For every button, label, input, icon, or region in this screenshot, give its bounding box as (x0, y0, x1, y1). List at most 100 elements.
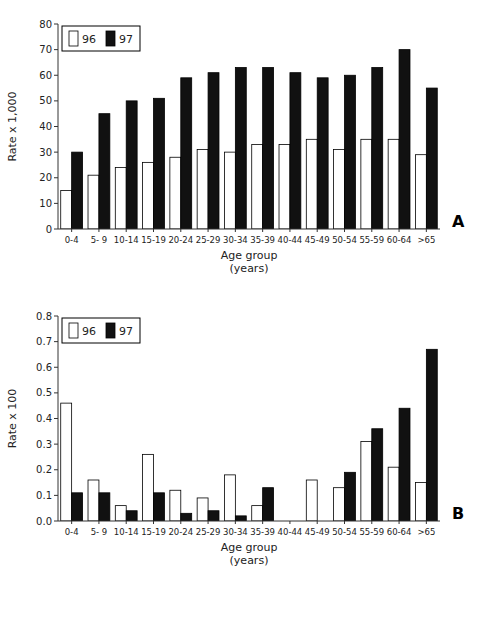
y-tick-label: 60 (39, 70, 52, 81)
bar (154, 98, 165, 229)
panel-label: A (452, 212, 465, 231)
y-tick (54, 229, 58, 230)
x-tick-label: 40-44 (278, 235, 303, 245)
y-tick (54, 177, 58, 178)
x-tick (344, 521, 345, 524)
x-tick-label: 0-4 (65, 235, 79, 245)
bar (170, 157, 181, 229)
bar (252, 144, 263, 229)
x-tick (153, 521, 154, 524)
panel: 0.00.10.20.30.40.50.60.70.80-45- 910-141… (6, 311, 464, 568)
y-tick-label: 0.0 (36, 516, 52, 527)
legend-label: 96 (82, 33, 96, 46)
x-tick (262, 229, 263, 232)
y-tick (54, 100, 58, 101)
bar (224, 152, 235, 229)
x-tick-label: 20-24 (168, 235, 193, 245)
y-tick (54, 203, 58, 204)
x-tick-label: >65 (417, 235, 435, 245)
legend-label: 96 (82, 325, 96, 338)
bar (252, 506, 263, 521)
x-tick-label: 5- 9 (91, 235, 108, 245)
y-tick-label: 0 (46, 224, 52, 235)
y-tick-label: 70 (39, 44, 52, 55)
y-tick (54, 126, 58, 127)
y-tick-label: 40 (39, 121, 52, 132)
x-axis-label-line: Age group (221, 541, 278, 554)
x-tick-label: 35-39 (250, 235, 275, 245)
x-tick (153, 229, 154, 232)
bar (317, 78, 328, 229)
y-tick (54, 495, 58, 496)
legend: 96 97 (62, 318, 140, 343)
x-tick (98, 229, 99, 232)
bar (143, 454, 154, 521)
x-tick-label: 25-29 (196, 235, 221, 245)
x-tick-label: 55-59 (359, 527, 384, 537)
legend: 96 97 (62, 26, 140, 51)
y-tick (54, 367, 58, 368)
y-tick-label: 50 (39, 95, 52, 106)
x-tick-label: 20-24 (168, 527, 193, 537)
bar (361, 139, 372, 229)
bar (61, 191, 72, 229)
x-tick (262, 521, 263, 524)
bar (88, 175, 99, 229)
bar (115, 506, 126, 521)
bar (99, 493, 110, 521)
bar (415, 155, 426, 229)
x-tick-label: 30-34 (223, 527, 248, 537)
bar (143, 162, 154, 229)
legend-label: 97 (119, 33, 133, 46)
bar (279, 144, 290, 229)
x-tick-label: 50-54 (332, 235, 357, 245)
legend-swatch (69, 31, 78, 46)
bar (388, 467, 399, 521)
x-tick (235, 521, 236, 524)
bar (426, 88, 437, 229)
x-tick-label: 60-64 (387, 235, 412, 245)
x-tick-label: 45-49 (305, 527, 330, 537)
x-axis-line (58, 521, 440, 522)
y-tick-label: 0.3 (36, 439, 52, 450)
x-tick (399, 521, 400, 524)
x-tick (235, 229, 236, 232)
bar (154, 493, 165, 521)
bar (290, 73, 301, 229)
x-tick-label: >65 (417, 527, 435, 537)
x-tick-label: 45-49 (305, 235, 330, 245)
x-axis-label-line: (years) (230, 554, 269, 567)
bar (372, 68, 383, 229)
x-tick-label: 10-14 (114, 527, 139, 537)
x-tick (426, 229, 427, 232)
bar (306, 139, 317, 229)
bar (235, 68, 246, 229)
bar (388, 139, 399, 229)
bar (181, 78, 192, 229)
bars (61, 349, 438, 521)
x-tick (317, 229, 318, 232)
x-axis-label-line: Age group (221, 249, 278, 262)
y-tick-label: 30 (39, 147, 52, 158)
legend-frame (62, 318, 140, 343)
figure: 010203040506070800-45- 910-1415-1920-242… (0, 0, 479, 621)
x-tick (71, 229, 72, 232)
bar (72, 152, 83, 229)
y-tick-label: 0.7 (36, 336, 52, 347)
x-tick (371, 229, 372, 232)
bar (306, 480, 317, 521)
legend-swatch (106, 323, 115, 338)
x-tick-label: 15-19 (141, 235, 166, 245)
y-tick (54, 152, 58, 153)
panel-label: B (452, 504, 464, 523)
y-tick (54, 469, 58, 470)
bar (235, 516, 246, 521)
y-tick-label: 80 (39, 19, 52, 30)
bar (415, 483, 426, 521)
bar (263, 68, 274, 229)
legend-label: 97 (119, 325, 133, 338)
y-axis-label: Rate x 100 (6, 389, 19, 449)
bar (99, 114, 110, 229)
y-tick (54, 418, 58, 419)
bar (345, 472, 356, 521)
